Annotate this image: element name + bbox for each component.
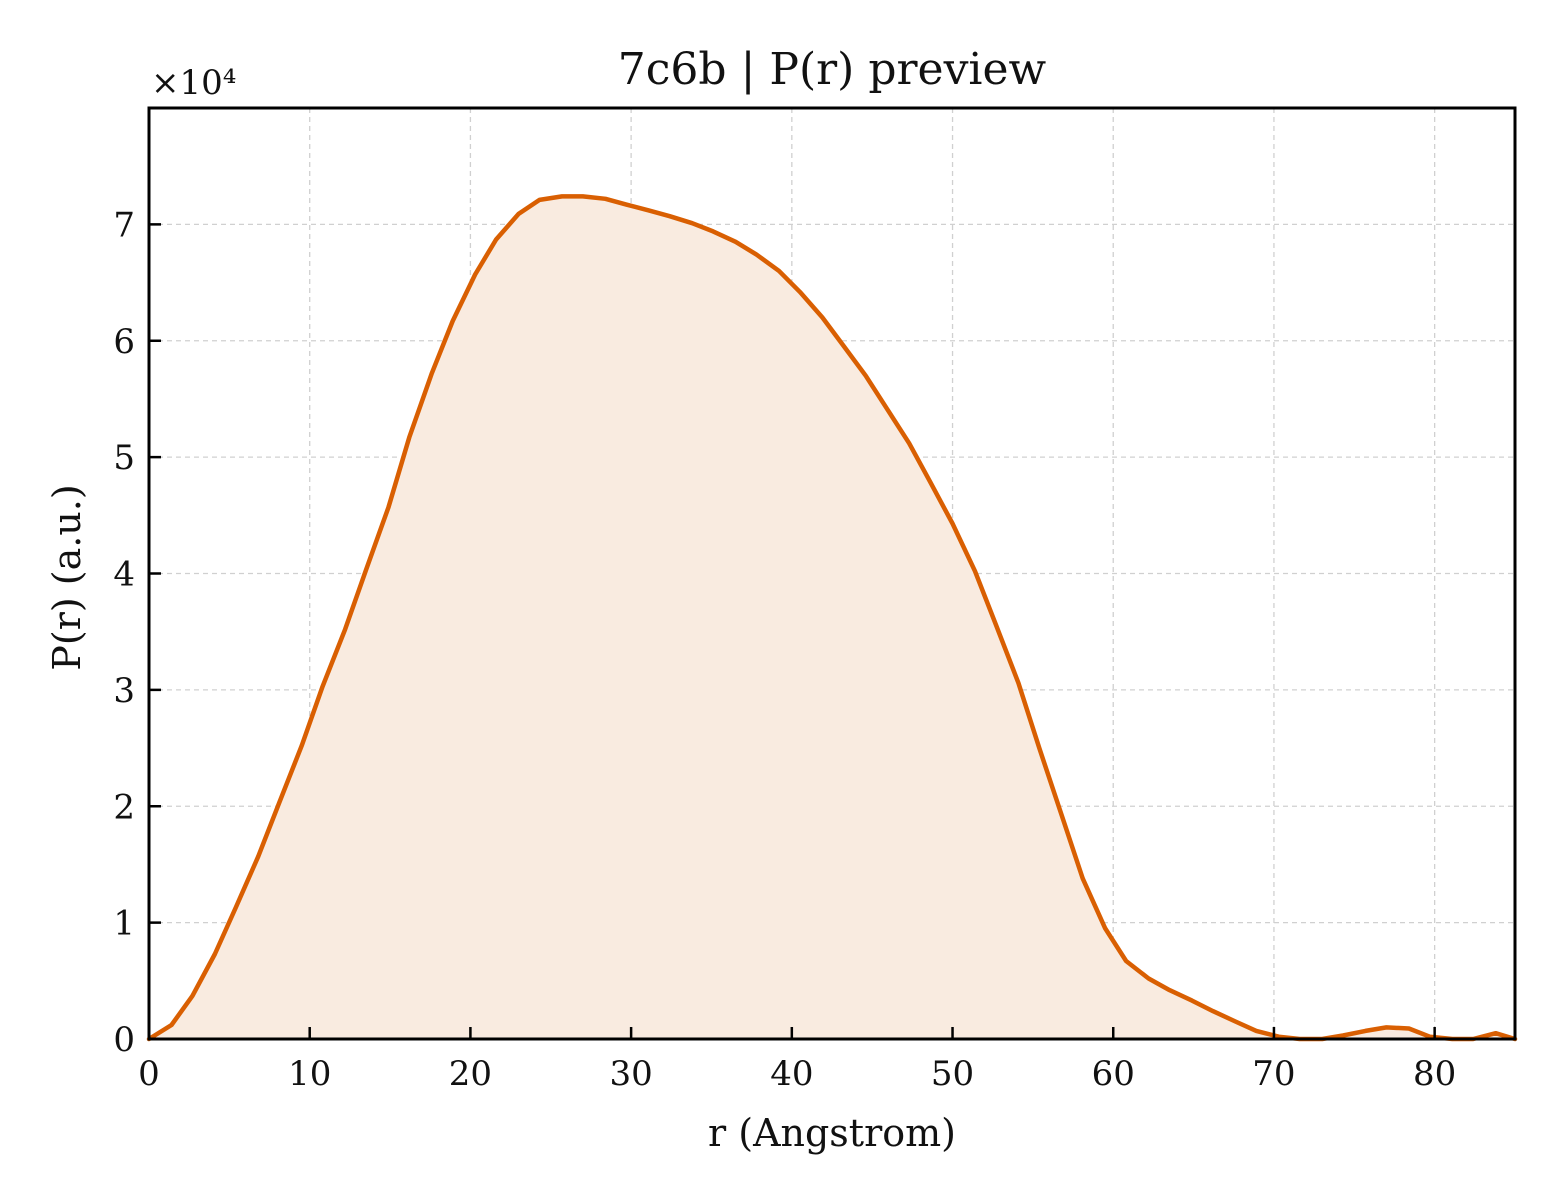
x-tick-label: 30 bbox=[609, 1054, 652, 1094]
y-tick-label: 7 bbox=[113, 205, 135, 245]
y-tick-label: 4 bbox=[113, 555, 135, 595]
x-tick-label: 80 bbox=[1413, 1054, 1456, 1094]
y-offset-label: ×10⁴ bbox=[151, 63, 236, 103]
x-tick-label: 50 bbox=[931, 1054, 974, 1094]
pr-area-fill bbox=[149, 196, 1515, 1039]
x-axis-label: r (Angstrom) bbox=[708, 1111, 956, 1155]
y-tick-label: 0 bbox=[113, 1020, 135, 1060]
x-tick-label: 10 bbox=[288, 1054, 331, 1094]
y-tick-label: 2 bbox=[113, 787, 135, 827]
y-axis-label: P(r) (a.u.) bbox=[45, 484, 89, 670]
y-tick-label: 1 bbox=[113, 904, 135, 944]
x-tick-label: 0 bbox=[138, 1054, 160, 1094]
axis-ticks: 0 10 20 30 40 50 60 70 80 0 1 2 3 4 5 6 7 bbox=[113, 205, 1456, 1094]
x-tick-label: 70 bbox=[1252, 1054, 1295, 1094]
y-tick-label: 5 bbox=[113, 438, 135, 478]
y-tick-label: 3 bbox=[113, 671, 135, 711]
x-tick-label: 20 bbox=[449, 1054, 492, 1094]
y-tick-label: 6 bbox=[113, 322, 135, 362]
chart-title: 7c6b | P(r) preview bbox=[618, 44, 1047, 95]
x-tick-label: 40 bbox=[770, 1054, 813, 1094]
x-tick-label: 60 bbox=[1092, 1054, 1135, 1094]
